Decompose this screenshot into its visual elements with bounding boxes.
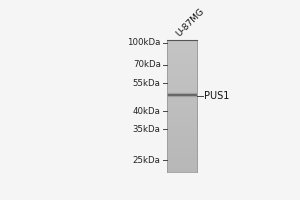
- Text: U-87MG: U-87MG: [174, 7, 206, 39]
- Text: 55kDa: 55kDa: [133, 79, 161, 88]
- Text: 40kDa: 40kDa: [133, 107, 161, 116]
- Text: 100kDa: 100kDa: [128, 38, 161, 47]
- Text: PUS1: PUS1: [204, 91, 229, 101]
- Text: 70kDa: 70kDa: [133, 60, 161, 69]
- Text: 35kDa: 35kDa: [133, 125, 161, 134]
- Text: 25kDa: 25kDa: [133, 156, 161, 165]
